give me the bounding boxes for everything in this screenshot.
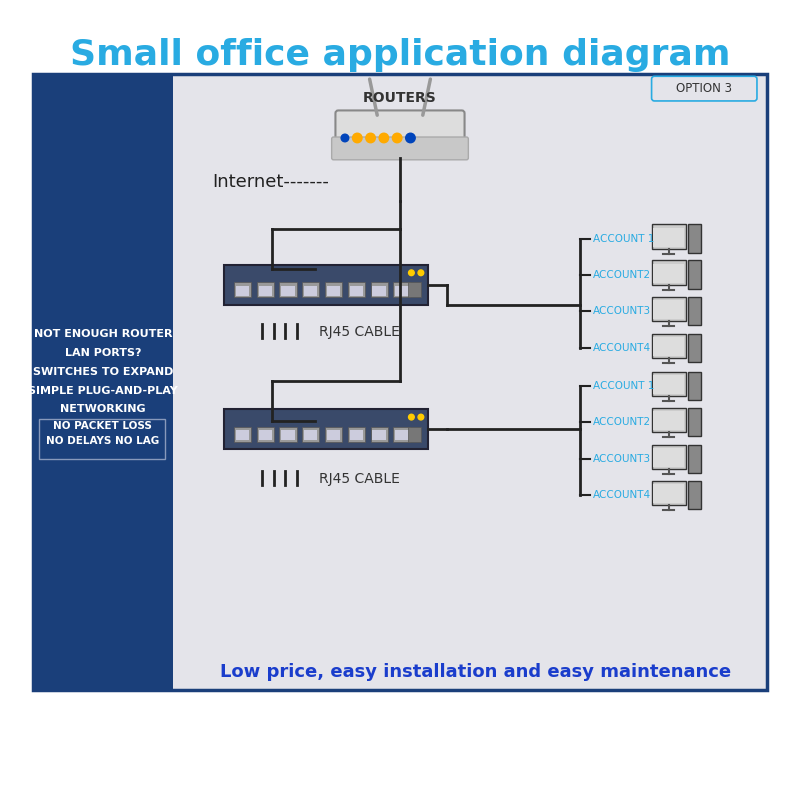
Bar — [373, 430, 386, 440]
Bar — [688, 261, 701, 289]
Bar — [257, 282, 274, 298]
Bar — [304, 430, 318, 440]
FancyBboxPatch shape — [33, 74, 767, 690]
Bar — [33, 74, 173, 690]
Bar — [654, 485, 684, 503]
Text: ACCOUNT3: ACCOUNT3 — [593, 454, 651, 464]
Bar — [407, 426, 421, 442]
Bar — [373, 286, 386, 295]
Bar — [348, 282, 365, 298]
Bar — [279, 282, 297, 298]
Bar — [407, 282, 421, 298]
Bar — [234, 282, 251, 298]
Text: ACCOUNT 1: ACCOUNT 1 — [593, 381, 654, 390]
Bar — [654, 375, 684, 394]
FancyBboxPatch shape — [651, 224, 686, 249]
Bar — [654, 338, 684, 356]
Text: NOT ENOUGH ROUTER: NOT ENOUGH ROUTER — [34, 329, 172, 338]
Bar — [327, 286, 340, 295]
Bar — [257, 426, 274, 442]
Text: Internet-------: Internet------- — [212, 173, 329, 190]
FancyBboxPatch shape — [651, 445, 686, 470]
Bar — [688, 481, 701, 509]
Bar — [236, 286, 249, 295]
FancyBboxPatch shape — [651, 371, 686, 396]
Text: NO PACKET LOSS: NO PACKET LOSS — [54, 421, 152, 430]
Text: LAN PORTS?: LAN PORTS? — [65, 347, 141, 358]
Bar — [688, 334, 701, 362]
Text: Low price, easy installation and easy maintenance: Low price, easy installation and easy ma… — [220, 663, 731, 682]
Bar — [654, 300, 684, 319]
Bar — [304, 286, 318, 295]
Circle shape — [409, 270, 414, 276]
FancyBboxPatch shape — [651, 481, 686, 506]
Bar — [395, 286, 409, 295]
FancyBboxPatch shape — [651, 76, 757, 101]
Bar — [279, 426, 297, 442]
Text: SIMPLE PLUG-AND-PLAY: SIMPLE PLUG-AND-PLAY — [28, 386, 178, 395]
FancyBboxPatch shape — [651, 297, 686, 322]
Text: ACCOUNT3: ACCOUNT3 — [593, 306, 651, 316]
Bar — [234, 426, 251, 442]
Circle shape — [341, 134, 349, 142]
Bar — [688, 407, 701, 436]
Text: RJ45 CABLE: RJ45 CABLE — [319, 325, 400, 338]
Bar — [327, 430, 340, 440]
Bar — [370, 282, 388, 298]
Text: ACCOUNT4: ACCOUNT4 — [593, 490, 651, 500]
Text: NETWORKING: NETWORKING — [60, 405, 146, 414]
Bar — [258, 430, 272, 440]
Bar — [654, 449, 684, 467]
Circle shape — [406, 134, 415, 142]
Bar — [395, 430, 409, 440]
FancyBboxPatch shape — [335, 110, 465, 149]
Bar — [654, 228, 684, 247]
Bar — [282, 286, 294, 295]
FancyBboxPatch shape — [39, 419, 165, 459]
FancyBboxPatch shape — [224, 410, 429, 450]
Bar — [654, 411, 684, 430]
Text: ACCOUNT 1: ACCOUNT 1 — [593, 234, 654, 244]
Text: ROUTERS: ROUTERS — [363, 91, 437, 105]
Text: OPTION 3: OPTION 3 — [676, 82, 732, 95]
Bar — [394, 282, 410, 298]
Text: ACCOUNT2: ACCOUNT2 — [593, 417, 651, 427]
Bar — [302, 426, 319, 442]
Circle shape — [418, 270, 424, 276]
Circle shape — [418, 414, 424, 420]
FancyBboxPatch shape — [224, 265, 429, 305]
Bar — [688, 371, 701, 400]
Bar — [258, 286, 272, 295]
Circle shape — [393, 134, 402, 142]
Text: ACCOUNT2: ACCOUNT2 — [593, 270, 651, 280]
Bar — [688, 297, 701, 325]
Bar — [302, 282, 319, 298]
Bar — [370, 426, 388, 442]
Bar — [654, 264, 684, 283]
Bar — [325, 426, 342, 442]
Bar — [325, 282, 342, 298]
Text: RJ45 CABLE: RJ45 CABLE — [319, 472, 400, 486]
FancyBboxPatch shape — [651, 334, 686, 358]
FancyBboxPatch shape — [651, 407, 686, 432]
Circle shape — [409, 414, 414, 420]
Text: SWITCHES TO EXPAND: SWITCHES TO EXPAND — [33, 366, 173, 377]
Circle shape — [366, 134, 375, 142]
Circle shape — [353, 134, 362, 142]
Text: Small office application diagram: Small office application diagram — [70, 38, 730, 72]
Bar — [282, 430, 294, 440]
Bar — [688, 445, 701, 473]
Text: ACCOUNT4: ACCOUNT4 — [593, 342, 651, 353]
Circle shape — [379, 134, 389, 142]
Bar — [348, 426, 365, 442]
Bar — [350, 286, 363, 295]
Bar — [394, 426, 410, 442]
Bar — [688, 224, 701, 253]
Bar — [350, 430, 363, 440]
FancyBboxPatch shape — [332, 137, 468, 160]
FancyBboxPatch shape — [651, 261, 686, 285]
Bar — [236, 430, 249, 440]
Text: NO DELAYS NO LAG: NO DELAYS NO LAG — [46, 436, 159, 446]
